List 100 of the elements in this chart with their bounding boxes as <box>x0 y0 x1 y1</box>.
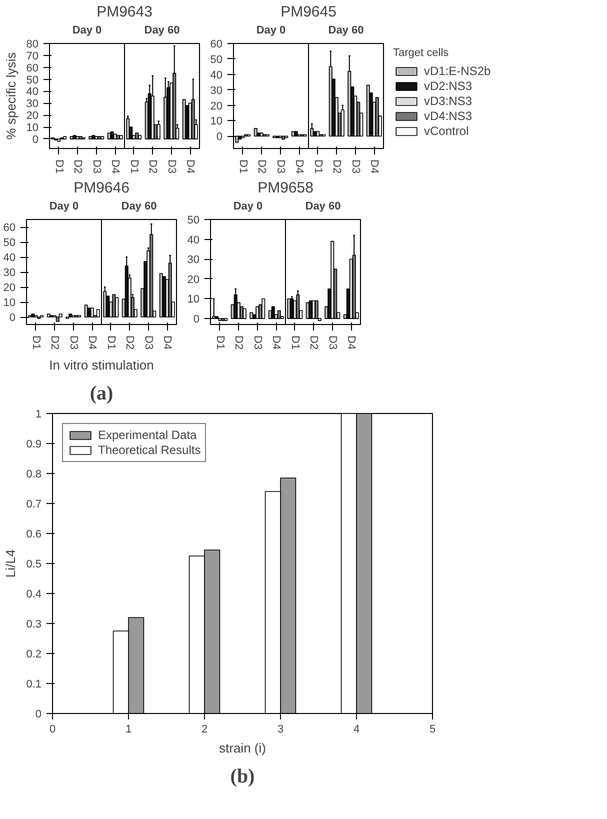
chart-title: PM9646 <box>74 180 130 196</box>
x-tick-label: D1 <box>312 160 324 174</box>
x-tick-label: D1 <box>104 336 117 350</box>
y-axis-title: Li/L4 <box>3 549 18 578</box>
x-tick-label: D1 <box>236 160 249 174</box>
y-tick-label: 10 <box>3 297 16 309</box>
x-tick-label: D4 <box>161 336 174 350</box>
y-tick-label: 0.5 <box>26 558 42 570</box>
x-tick-label: D3 <box>90 160 102 174</box>
x-tick-label: D3 <box>142 336 154 350</box>
text: Day 60 <box>121 200 157 212</box>
x-tick-label: D3 <box>165 160 178 174</box>
x-tick-label: D4 <box>293 160 306 174</box>
x-tick-label: 2 <box>201 724 208 736</box>
legend-label: Experimental Data <box>98 428 197 442</box>
y-tick-label: 0 <box>32 134 39 146</box>
x-tick-label: D4 <box>270 336 282 350</box>
text: Day 0 <box>233 200 263 212</box>
x-tick-label: 4 <box>353 724 360 736</box>
x-tick-label: D2 <box>256 160 268 174</box>
legend-label: vD3:NS3 <box>424 94 472 108</box>
y-tick-label: 0.8 <box>26 468 42 480</box>
x-tick-label: 0 <box>49 724 56 736</box>
text: Day 60 <box>328 24 364 36</box>
y-tick-label: 0 <box>35 708 42 720</box>
y-tick-label: 30 <box>187 254 200 266</box>
legend-label: Theoretical Results <box>98 443 201 457</box>
y-tick-label: 10 <box>210 116 223 128</box>
chart-title: PM9645 <box>280 4 336 20</box>
y-tick-label: 1 <box>35 408 42 420</box>
y-tick-label: 30 <box>3 267 16 279</box>
y-tick-label: 10 <box>187 294 200 306</box>
x-tick-label: D3 <box>251 336 264 350</box>
y-tick-label: 0.2 <box>26 648 42 660</box>
legend-label: vControl <box>424 124 469 138</box>
y-tick-label: 50 <box>26 74 39 86</box>
x-tick-label: D1 <box>128 160 140 174</box>
y-tick-label: 40 <box>3 252 16 264</box>
y-tick-label: 20 <box>3 282 16 294</box>
x-tick-label: D2 <box>48 336 61 350</box>
y-tick-label: 0.1 <box>26 678 42 690</box>
x-tick-label: D1 <box>288 336 301 350</box>
x-tick-label: D4 <box>109 160 122 174</box>
y-tick-label: 50 <box>3 237 16 249</box>
text: (b) <box>230 766 255 788</box>
x-tick-label: D2 <box>308 336 320 350</box>
y-tick-label: 0.6 <box>26 528 42 540</box>
y-tick-label: 20 <box>187 274 200 286</box>
x-tick-label: D3 <box>274 160 286 174</box>
x-tick-label: D2 <box>146 160 159 174</box>
chart-title: PM9643 <box>96 4 152 20</box>
y-tick-label: 80 <box>26 38 39 50</box>
legend-title: Target cells <box>393 47 450 59</box>
y-tick-label: 20 <box>210 100 223 112</box>
y-tick-label: 50 <box>210 54 223 66</box>
x-tick-label: D2 <box>72 160 84 174</box>
y-tick-label: 0.3 <box>26 618 42 630</box>
x-tick-label: D3 <box>349 160 362 174</box>
y-tick-label: 70 <box>26 50 39 62</box>
y-tick-label: 40 <box>210 69 223 82</box>
x-tick-label: D4 <box>345 336 358 350</box>
y-tick-label: 60 <box>3 222 16 234</box>
text: (a) <box>90 382 114 404</box>
text: Day 60 <box>144 24 180 36</box>
text: Day 60 <box>305 200 341 212</box>
x-tick-label: D3 <box>67 336 80 350</box>
x-tick-label: 1 <box>125 724 132 736</box>
y-tick-label: 60 <box>210 38 223 50</box>
y-tick-label: 40 <box>187 234 200 246</box>
chart-title: PM9658 <box>258 180 314 196</box>
y-tick-label: 0 <box>193 314 200 326</box>
text: Day 0 <box>72 24 102 36</box>
y-tick-label: 0 <box>216 131 223 144</box>
x-tick-label: D1 <box>52 160 65 174</box>
y-tick-label: 40 <box>26 86 39 98</box>
x-tick-label: D4 <box>184 160 196 174</box>
x-tick-label: D2 <box>232 336 245 350</box>
y-tick-label: 30 <box>26 98 39 110</box>
y-tick-label: 10 <box>26 122 39 134</box>
x-tick-label: D4 <box>368 160 380 174</box>
legend-label: vD4:NS3 <box>424 109 472 123</box>
x-axis-title: In vitro stimulation <box>49 358 154 373</box>
x-tick-label: D2 <box>330 160 343 174</box>
x-axis-title: strain (i) <box>219 740 266 756</box>
y-tick-label: 0.4 <box>26 588 42 600</box>
x-tick-label: D1 <box>214 336 226 350</box>
y-tick-label: 0.9 <box>26 438 42 450</box>
x-tick-label: 3 <box>277 724 284 736</box>
y-tick-label: 20 <box>26 110 39 122</box>
y-axis-title: % specific lysis <box>3 52 18 140</box>
y-tick-label: 0 <box>9 312 16 324</box>
x-tick-label: D4 <box>86 336 98 350</box>
y-tick-label: 50 <box>187 214 200 226</box>
y-tick-label: 60 <box>26 62 39 74</box>
text: Day 0 <box>256 24 286 36</box>
legend-label: vD2:NS3 <box>424 79 472 93</box>
y-tick-label: 30 <box>210 84 223 97</box>
x-tick-label: D2 <box>124 336 136 350</box>
text: Day 0 <box>49 200 79 212</box>
x-tick-label: 5 <box>429 724 436 736</box>
